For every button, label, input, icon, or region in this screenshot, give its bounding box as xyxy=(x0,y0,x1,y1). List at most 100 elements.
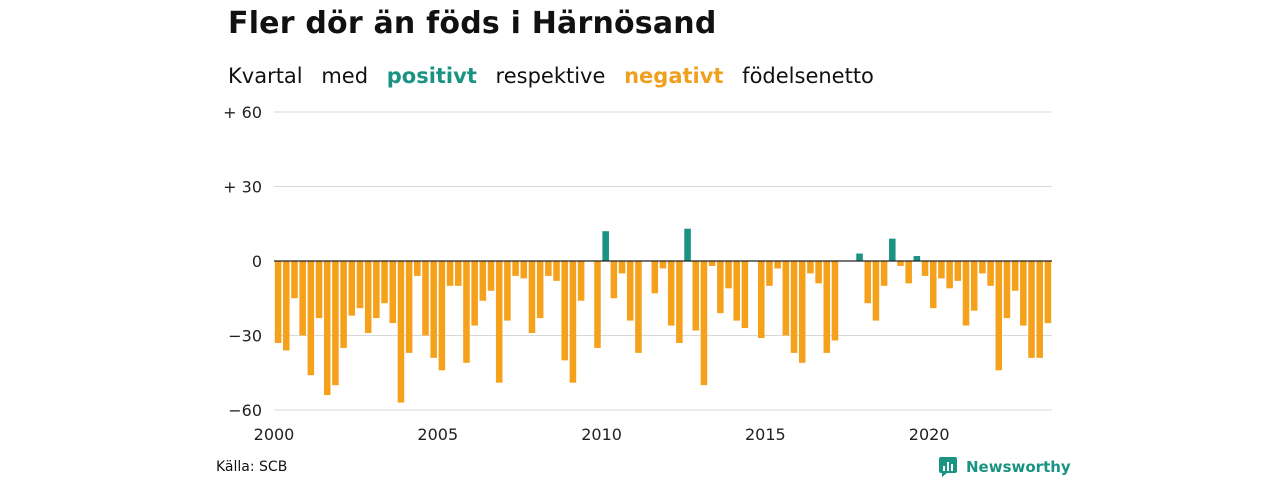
bar-negative xyxy=(708,261,716,266)
brand-name: Newsworthy xyxy=(966,458,1071,476)
bar-negative xyxy=(987,261,994,286)
bar-negative xyxy=(528,261,536,334)
bar-negative xyxy=(356,261,364,309)
negative-legend-word: negativt xyxy=(624,64,724,88)
bar-negative xyxy=(1020,261,1027,326)
bar-negative xyxy=(414,261,421,276)
bar-negative xyxy=(692,261,700,331)
bar-negative xyxy=(635,261,642,353)
bar-negative xyxy=(790,261,798,353)
bar-negative xyxy=(823,261,831,353)
bar-negative xyxy=(1011,261,1019,291)
bar-negative xyxy=(667,261,675,326)
bar-negative xyxy=(618,261,626,274)
bar-negative xyxy=(594,261,601,348)
bar-negative xyxy=(504,261,511,321)
x-tick-label: 2005 xyxy=(417,425,458,444)
bar-negative xyxy=(1028,261,1035,358)
bar-negative xyxy=(946,261,953,289)
chart-title: Fler dör än föds i Härnösand xyxy=(228,6,717,41)
bar-negative xyxy=(545,261,552,276)
bar-negative xyxy=(1044,261,1052,324)
bar-negative xyxy=(569,261,577,383)
bar-negative xyxy=(454,261,462,286)
bar-negative xyxy=(872,261,880,321)
bar-negative xyxy=(733,261,740,321)
bar-negative xyxy=(495,261,503,383)
bar-negative xyxy=(610,261,618,299)
chart-subtitle: Kvartal med positivt respektive negativt… xyxy=(228,64,886,88)
bar-negative xyxy=(766,261,773,286)
bar-negative xyxy=(315,261,323,319)
bar-negative xyxy=(373,261,380,319)
bar-negative xyxy=(430,261,437,358)
bar-positive xyxy=(856,253,863,261)
subtitle-word: födelsenetto xyxy=(742,64,874,88)
y-tick-label: −60 xyxy=(228,401,262,420)
subtitle-word: med xyxy=(321,64,369,88)
bar-negative xyxy=(446,261,454,286)
bar-negative xyxy=(651,261,659,294)
bar-negative xyxy=(700,261,708,386)
bar-negative xyxy=(332,261,339,386)
x-tick-label: 2010 xyxy=(581,425,622,444)
bar-negative xyxy=(864,261,872,304)
bar-negative xyxy=(479,261,487,301)
bar-negative xyxy=(970,261,978,311)
bar-negative xyxy=(323,261,331,396)
bar-negative xyxy=(553,261,560,281)
bar-positive xyxy=(913,256,921,261)
y-tick-label: + 30 xyxy=(223,178,262,197)
bar-negative xyxy=(676,261,683,343)
bar-negative xyxy=(815,261,822,284)
bar-negative xyxy=(995,261,1003,371)
bar-negative xyxy=(463,261,470,363)
subtitle-word: respektive xyxy=(495,64,606,88)
bar-negative xyxy=(438,261,446,371)
y-tick-label: + 60 xyxy=(223,103,262,122)
bar-negative xyxy=(307,261,315,376)
x-tick-label: 2000 xyxy=(254,425,295,444)
newsworthy-icon xyxy=(939,457,957,477)
bar-negative xyxy=(798,261,806,363)
bar-negative xyxy=(831,261,839,341)
y-tick-label: 0 xyxy=(252,252,262,271)
bar-negative xyxy=(536,261,544,319)
x-tick-label: 2015 xyxy=(745,425,786,444)
bar-positive xyxy=(684,228,691,261)
bar-positive xyxy=(602,231,609,261)
positive-legend-word: positivt xyxy=(386,64,477,88)
bar-negative xyxy=(340,261,347,348)
bar-negative xyxy=(921,261,929,276)
bar-negative xyxy=(741,261,749,329)
bar-negative xyxy=(626,261,634,321)
bar-positive xyxy=(889,238,896,261)
bar-negative xyxy=(1003,261,1011,319)
bar-negative xyxy=(283,261,290,351)
bar-negative xyxy=(1036,261,1043,358)
bar-negative xyxy=(659,261,667,269)
bar-negative xyxy=(954,261,962,281)
bar-negative xyxy=(422,261,429,336)
bar-negative xyxy=(757,261,765,338)
bar-negative xyxy=(471,261,478,326)
bar-negative xyxy=(938,261,945,279)
brand-logo: Newsworthy xyxy=(938,456,1071,478)
bar-negative xyxy=(577,261,585,301)
bar-negative xyxy=(782,261,790,336)
bar-negative xyxy=(905,261,912,284)
bar-negative xyxy=(897,261,904,266)
bar-negative xyxy=(389,261,397,324)
bar-negative xyxy=(520,261,528,279)
bar-negative xyxy=(774,261,781,269)
source-note: Källa: SCB xyxy=(216,459,288,475)
bar-negative xyxy=(962,261,970,326)
bar-negative xyxy=(299,261,306,336)
bar-negative xyxy=(291,261,298,299)
bar-negative xyxy=(487,261,495,291)
y-tick-label: −30 xyxy=(228,327,262,346)
subtitle-word: Kvartal xyxy=(228,64,303,88)
bar-negative xyxy=(381,261,388,304)
x-tick-label: 2020 xyxy=(909,425,950,444)
bar-negative xyxy=(929,261,937,309)
